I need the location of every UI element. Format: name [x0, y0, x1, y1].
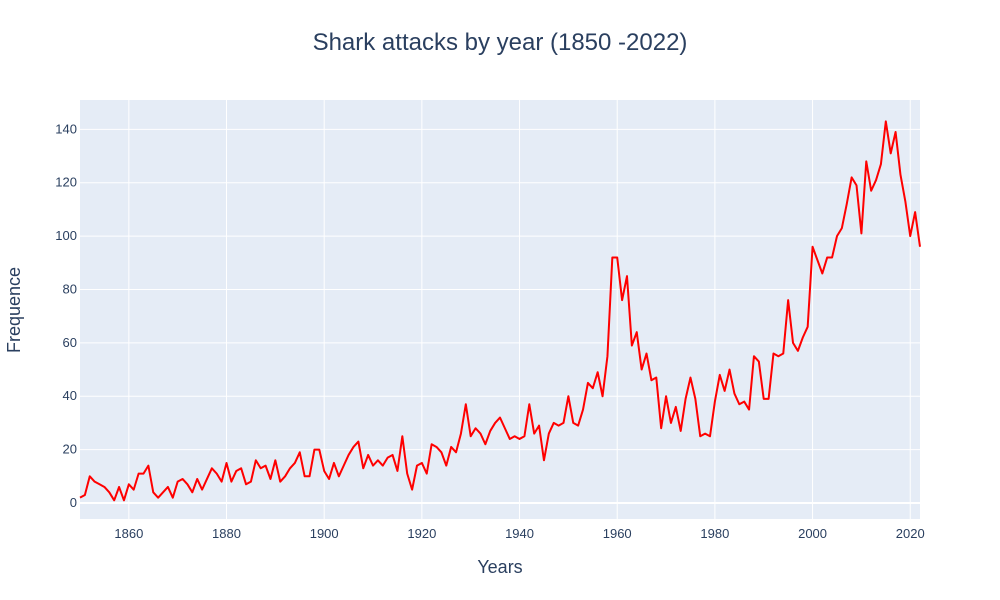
x-tick-label: 1900 — [310, 526, 339, 541]
x-tick-label: 2020 — [896, 526, 925, 541]
series-line — [79, 120, 921, 502]
x-tick-label: 1860 — [114, 526, 143, 541]
y-tick-label: 0 — [70, 495, 77, 510]
y-tick-label: 100 — [55, 228, 77, 243]
y-tick-label: 140 — [55, 121, 77, 136]
grid-lines — [80, 100, 920, 519]
y-tick-label: 40 — [63, 388, 77, 403]
x-tick-label: 1920 — [407, 526, 436, 541]
x-tick-label: 1960 — [603, 526, 632, 541]
y-tick-label: 60 — [63, 335, 77, 350]
x-tick-label: 1880 — [212, 526, 241, 541]
x-tick-label: 1940 — [505, 526, 534, 541]
y-tick-label: 20 — [63, 442, 77, 457]
x-axis-title: Years — [477, 557, 522, 577]
y-axis-title: Frequence — [4, 267, 24, 353]
y-axis-ticks: 0 20 40 60 80 100 120 140 — [55, 121, 77, 510]
x-axis-ticks: 1860 1880 1900 1920 1940 1960 1980 2000 2020 — [114, 526, 924, 541]
y-tick-label: 120 — [55, 175, 77, 190]
y-tick-label: 80 — [63, 281, 77, 296]
x-tick-label: 1980 — [700, 526, 729, 541]
chart-title: Shark attacks by year (1850 -2022) — [313, 29, 688, 56]
series-layer — [79, 120, 921, 502]
x-tick-label: 2000 — [798, 526, 827, 541]
plot-background — [80, 100, 920, 519]
